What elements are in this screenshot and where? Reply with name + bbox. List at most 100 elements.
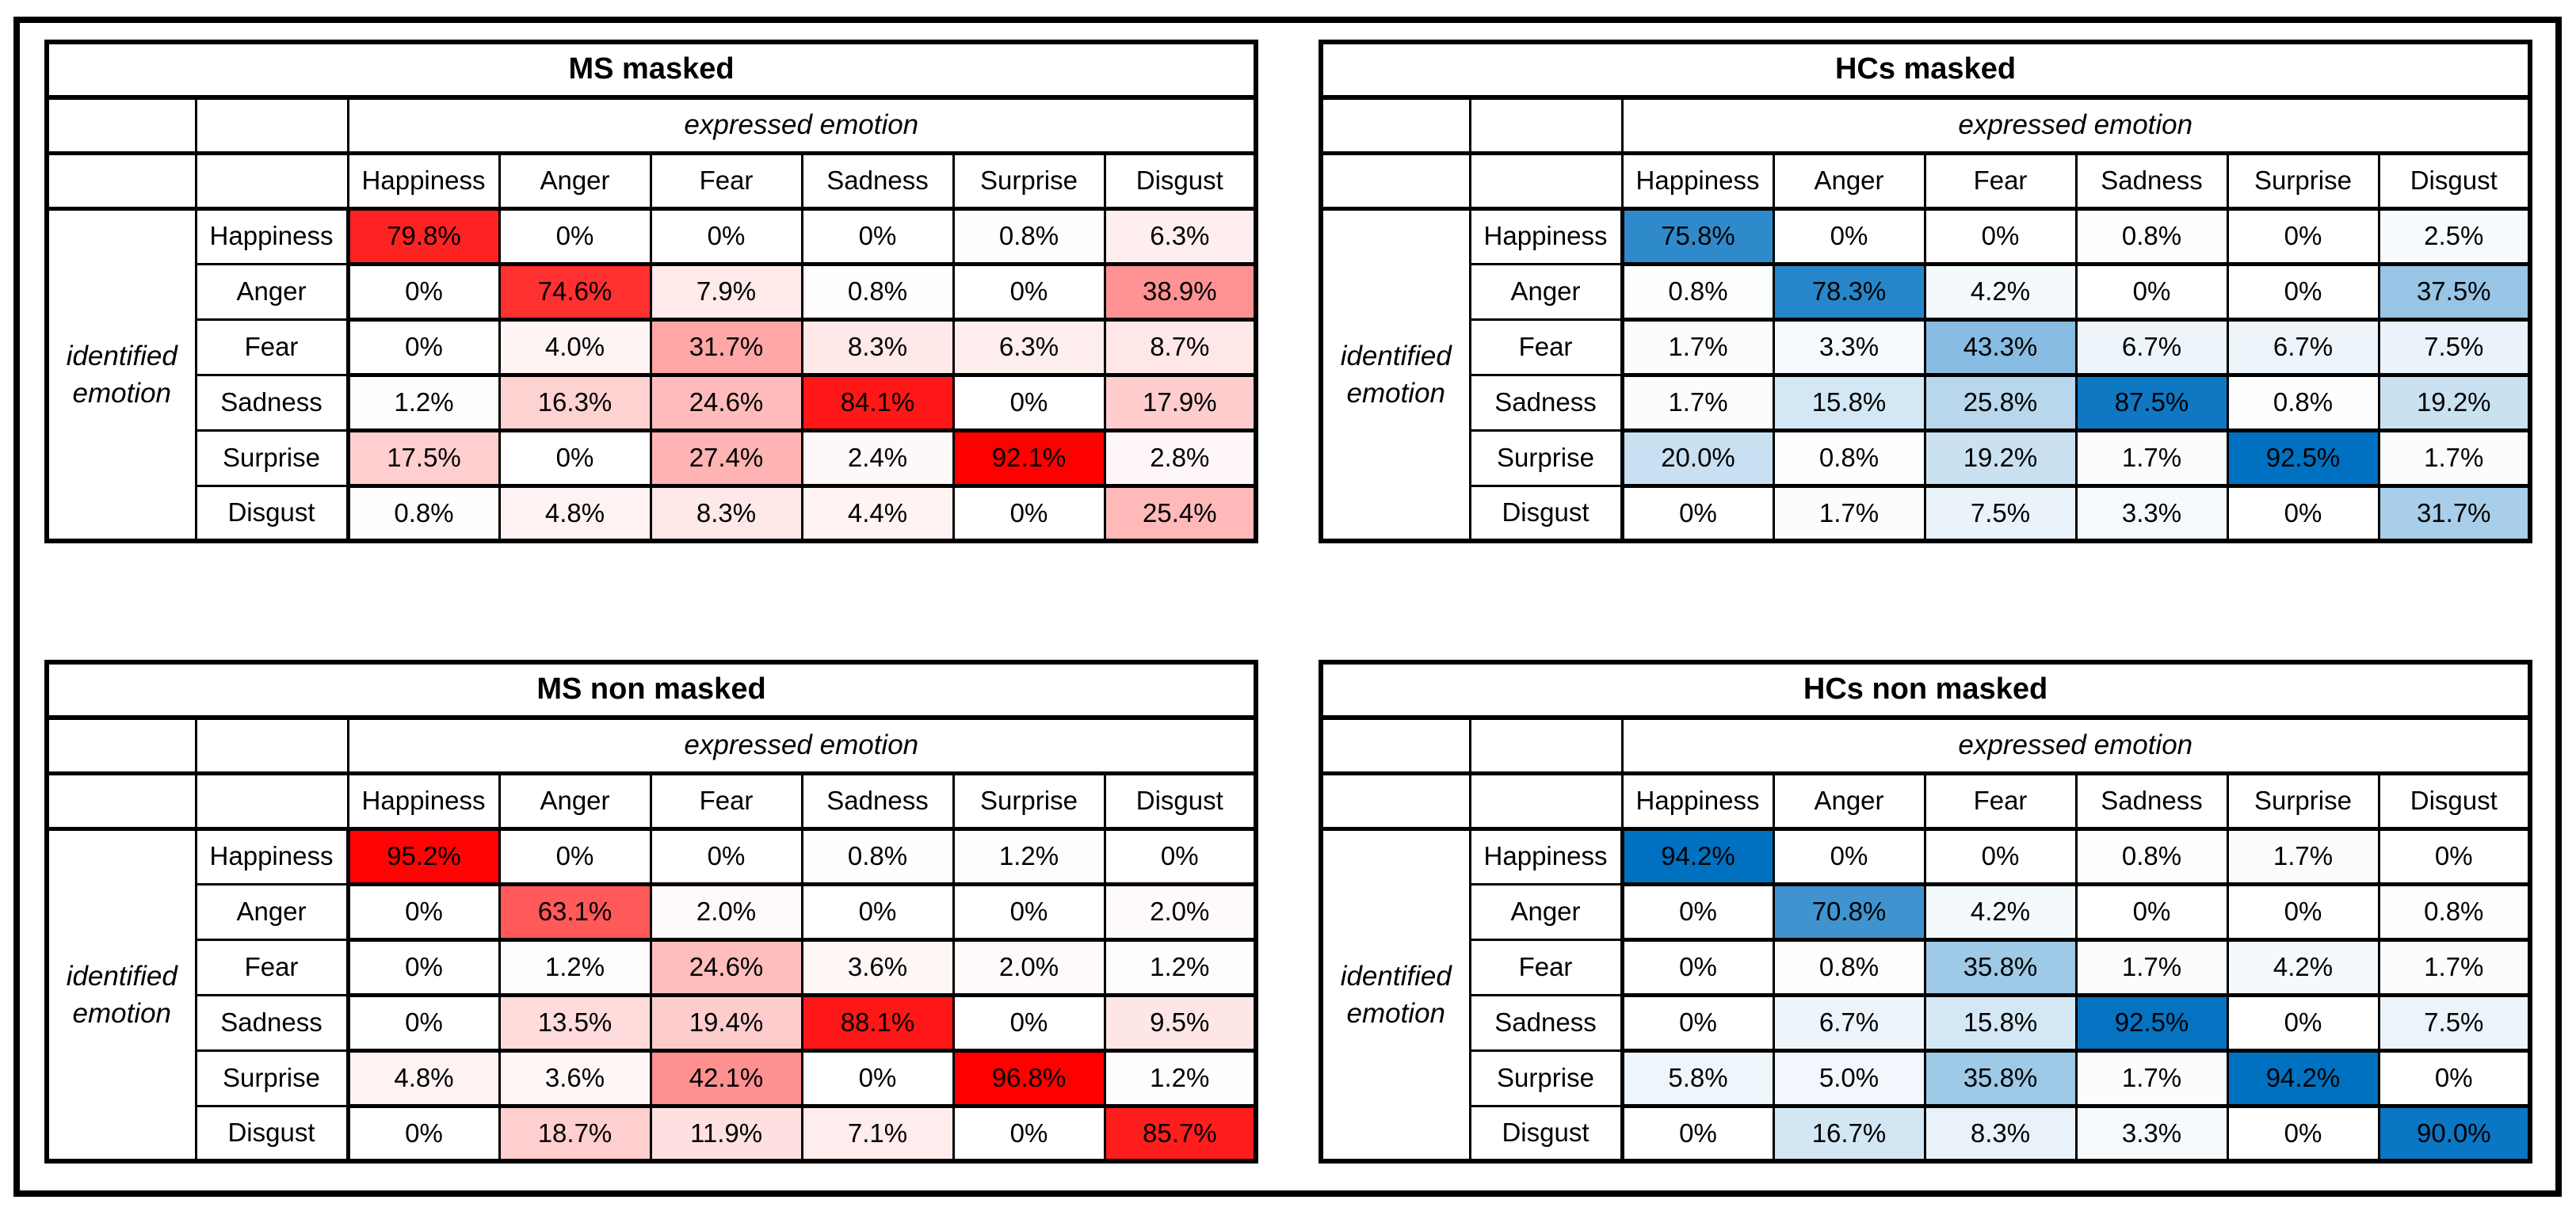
cell-disgust-happiness: 0% [346,1103,501,1164]
cell-surprise-fear: 35.8% [1923,1048,2078,1108]
cell-fear-surprise: 6.7% [2226,317,2380,377]
cell-sadness-fear: 25.8% [1923,372,2078,432]
cell-anger-anger: 63.1% [498,882,652,942]
cell-fear-happiness: 0% [346,937,501,997]
cell-happiness-surprise: 1.7% [2226,826,2380,886]
row-label-surprise: Surprise [1468,428,1624,487]
cell-fear-happiness: 1.7% [1620,317,1775,377]
col-header-surprise: Surprise [952,151,1106,211]
cell-surprise-fear: 42.1% [649,1048,803,1108]
cell-happiness-anger: 0% [1772,826,1926,886]
row-label-happiness: Happiness [194,207,350,265]
cell-surprise-happiness: 17.5% [346,428,501,488]
confusion-matrix-hcs-non-masked: HCs non masked expressed emotion Happiness… [1319,660,2533,1164]
cell-disgust-surprise: 0% [952,1103,1106,1164]
confusion-matrix-ms-non-masked: MS non masked expressed emotion Happiness A… [44,660,1259,1164]
cell-sadness-sadness: 87.5% [2074,372,2229,432]
cell-happiness-sadness: 0.8% [2074,826,2229,886]
cell-happiness-surprise: 0.8% [952,206,1106,266]
cell-fear-surprise: 6.3% [952,317,1106,377]
col-header-anger: Anger [1772,771,1926,831]
cell-anger-fear: 7.9% [649,261,803,322]
cell-disgust-disgust: 85.7% [1103,1103,1257,1164]
corner-blank-cell [45,96,197,155]
identified-emotion-line: identified [1340,960,1452,992]
cell-fear-anger: 4.0% [498,317,652,377]
cell-fear-fear: 35.8% [1923,937,2078,997]
col-header-anger: Anger [1772,151,1926,211]
cell-happiness-sadness: 0.8% [800,826,955,886]
row-label-disgust: Disgust [1468,484,1624,543]
cell-fear-disgust: 8.7% [1103,317,1257,377]
cell-disgust-anger: 18.7% [498,1103,652,1164]
cell-happiness-sadness: 0.8% [2074,206,2229,266]
cell-fear-sadness: 8.3% [800,317,955,377]
cell-sadness-disgust: 19.2% [2377,372,2532,432]
col-header-anger: Anger [498,771,652,831]
cell-surprise-sadness: 1.7% [2074,428,2229,488]
row-label-sadness: Sadness [1468,993,1624,1052]
cell-sadness-fear: 19.4% [649,992,803,1053]
identified-emotion-label: identified emotion [1319,827,1471,1163]
cell-sadness-disgust: 9.5% [1103,992,1257,1053]
cell-sadness-fear: 15.8% [1923,992,2078,1053]
col-header-happiness: Happiness [346,771,501,831]
corner-blank-cell [1468,771,1624,831]
cell-anger-happiness: 0% [346,261,501,322]
cell-disgust-fear: 8.3% [649,483,803,543]
cell-surprise-happiness: 4.8% [346,1048,501,1108]
identified-emotion-label: identified emotion [45,827,197,1163]
row-label-happiness: Happiness [1468,207,1624,265]
cell-fear-sadness: 6.7% [2074,317,2229,377]
row-label-fear: Fear [1468,318,1624,376]
col-header-disgust: Disgust [1103,151,1257,211]
cell-surprise-disgust: 1.7% [2377,428,2532,488]
corner-blank-cell [194,96,349,155]
expressed-emotion-label: expressed emotion [346,716,1257,775]
row-label-sadness: Sadness [194,993,350,1052]
corner-blank-cell [45,716,197,775]
corner-blank-cell [1319,151,1471,211]
table-title: MS masked [45,40,1257,100]
cell-happiness-happiness: 95.2% [346,826,501,886]
cell-disgust-surprise: 0% [2226,1103,2380,1164]
cell-anger-disgust: 2.0% [1103,882,1257,942]
cell-fear-fear: 31.7% [649,317,803,377]
cell-surprise-sadness: 0% [800,1048,955,1108]
col-header-sadness: Sadness [2074,771,2229,831]
identified-emotion-line: emotion [1346,997,1446,1029]
cell-surprise-surprise: 94.2% [2226,1048,2380,1108]
identified-emotion-line: emotion [72,997,172,1029]
col-header-fear: Fear [649,151,803,211]
cell-happiness-disgust: 0% [2377,826,2532,886]
cell-surprise-anger: 0% [498,428,652,488]
corner-blank-cell [1468,716,1624,775]
cell-sadness-anger: 6.7% [1772,992,1926,1053]
table-title: HCs masked [1319,40,2532,100]
col-header-disgust: Disgust [2377,771,2532,831]
table-title: MS non masked [45,661,1257,720]
row-label-happiness: Happiness [1468,827,1624,886]
col-header-sadness: Sadness [2074,151,2229,211]
row-label-fear: Fear [1468,938,1624,996]
cell-surprise-disgust: 2.8% [1103,428,1257,488]
cell-disgust-fear: 7.5% [1923,483,2078,543]
cell-surprise-surprise: 96.8% [952,1048,1106,1108]
cell-anger-happiness: 0.8% [1620,261,1775,322]
cell-sadness-sadness: 92.5% [2074,992,2229,1053]
cell-anger-surprise: 0% [952,261,1106,322]
cell-anger-fear: 4.2% [1923,261,2078,322]
cell-disgust-surprise: 0% [952,483,1106,543]
corner-blank-cell [194,716,349,775]
cell-anger-anger: 74.6% [498,261,652,322]
cell-disgust-disgust: 31.7% [2377,483,2532,543]
cell-disgust-anger: 4.8% [498,483,652,543]
expressed-emotion-label: expressed emotion [346,96,1257,155]
cell-surprise-anger: 3.6% [498,1048,652,1108]
identified-emotion-line: emotion [1346,377,1446,409]
cell-disgust-fear: 8.3% [1923,1103,2078,1164]
cell-happiness-fear: 0% [1923,826,2078,886]
cell-happiness-fear: 0% [649,826,803,886]
cell-fear-anger: 0.8% [1772,937,1926,997]
